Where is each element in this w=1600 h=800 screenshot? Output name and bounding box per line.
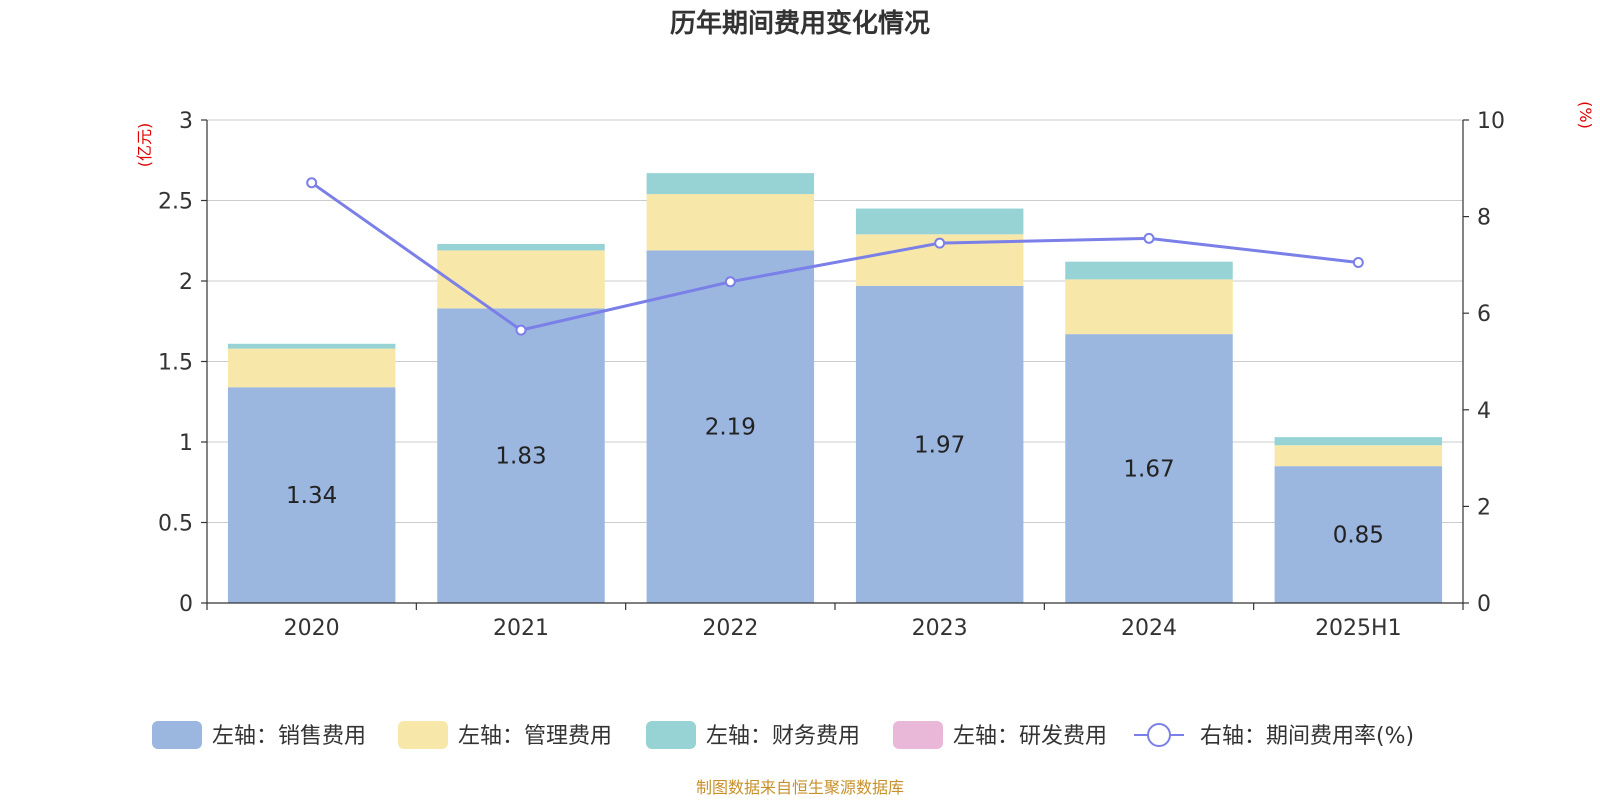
bar-1-0 [227, 348, 396, 388]
right-axis-tick-label: 6 [1477, 302, 1491, 327]
bar-value-label: 1.83 [495, 444, 546, 470]
line-point-4-2 [724, 276, 736, 288]
bar-2-1 [437, 243, 605, 251]
left-axis-tick-label: 3 [179, 109, 193, 134]
legend-label: 左轴：研发费用 [953, 724, 1107, 749]
line-4 [310, 181, 1359, 332]
x-axis-tick-label: 2020 [284, 616, 340, 641]
bar-value-label: 1.97 [914, 432, 965, 458]
legend-label: 右轴：期间费用率(%) [1200, 724, 1414, 749]
bar-1-4 [1065, 279, 1233, 335]
line-point-4-0 [306, 177, 318, 189]
bar-value-label: 2.19 [705, 415, 756, 441]
line-point-4-5 [1352, 256, 1364, 268]
left-axis-tick-label: 0 [179, 592, 193, 617]
bar-0-5 [1274, 466, 1443, 603]
bar-2-5 [1274, 437, 1443, 446]
left-axis-tick-label: 1 [179, 431, 193, 456]
legend-swatch [893, 721, 943, 749]
left-axis-tick-label: 2.5 [158, 190, 193, 215]
legend-item-2: 左轴：财务费用 [646, 721, 860, 749]
right-axis-tick-label: 4 [1477, 399, 1491, 424]
line-point-4-3 [934, 237, 946, 249]
right-axis-tick-label: 2 [1477, 495, 1491, 520]
right-axis-tick-label: 10 [1477, 109, 1505, 134]
x-axis-tick-label: 2025H1 [1315, 616, 1402, 641]
left-axis-tick-label: 0.5 [158, 512, 193, 537]
grid-lines [207, 119, 1463, 523]
bar-2-0 [227, 343, 396, 349]
bar-1-2 [646, 194, 815, 251]
legend-item-3: 左轴：研发费用 [893, 721, 1107, 749]
right-axis-unit: (%) [1576, 101, 1595, 129]
data-labels: 1.34 1.83 2.19 1.97 1.67 0.85 [286, 415, 1384, 549]
legend-label: 左轴：销售费用 [212, 724, 366, 749]
bar-0-0 [227, 387, 396, 603]
line-series [306, 177, 1364, 336]
x-axis-tick-label: 2022 [702, 616, 758, 641]
bar-value-label: 1.67 [1123, 457, 1174, 483]
bar-0-1 [437, 308, 605, 603]
left-axis-tick-label: 1.5 [158, 351, 193, 376]
line-point-4-1 [515, 324, 527, 336]
x-axis-tick-label: 2021 [493, 616, 549, 641]
source-note: 制图数据来自恒生聚源数据库 [696, 778, 904, 797]
bar-0-2 [646, 250, 815, 603]
chart-title: 历年期间费用变化情况 [670, 8, 930, 39]
line-point-4-4 [1143, 232, 1155, 244]
x-axis-tick-label: 2023 [912, 616, 968, 641]
legend-marker [1147, 723, 1171, 747]
legend-item-4: 右轴：期间费用率(%) [1134, 723, 1414, 749]
legend: 左轴：销售费用 左轴：管理费用 左轴：财务费用 左轴：研发费用 右轴：期间费用率(%) [152, 721, 1414, 749]
bar-2-3 [855, 208, 1024, 235]
left-axis-unit: (亿元) [135, 123, 154, 168]
right-axis-tick-label: 8 [1477, 206, 1491, 231]
legend-item-0: 左轴：销售费用 [152, 721, 366, 749]
bar-value-label: 0.85 [1333, 523, 1384, 549]
legend-swatch [646, 721, 696, 749]
axes: 0 0.5 1 1.5 2 2.5 3 0 2 4 6 8 10 2020 2021 2022 2023 2024… [158, 109, 1505, 641]
legend-label: 左轴：管理费用 [458, 724, 612, 749]
legend-label: 左轴：财务费用 [706, 724, 860, 749]
bar-1-5 [1274, 445, 1443, 467]
bar-series [227, 173, 1443, 603]
legend-item-1: 左轴：管理费用 [398, 721, 612, 749]
bar-2-4 [1065, 261, 1233, 280]
x-axis-tick-label: 2024 [1121, 616, 1177, 641]
legend-swatch [398, 721, 448, 749]
bar-0-3 [855, 285, 1024, 603]
legend-swatch [152, 721, 202, 749]
bar-value-label: 1.34 [286, 483, 337, 509]
bar-0-4 [1065, 334, 1233, 603]
left-axis-tick-label: 2 [179, 270, 193, 295]
bar-2-2 [646, 173, 815, 195]
bar-1-1 [437, 250, 605, 309]
right-axis-tick-label: 0 [1477, 592, 1491, 617]
